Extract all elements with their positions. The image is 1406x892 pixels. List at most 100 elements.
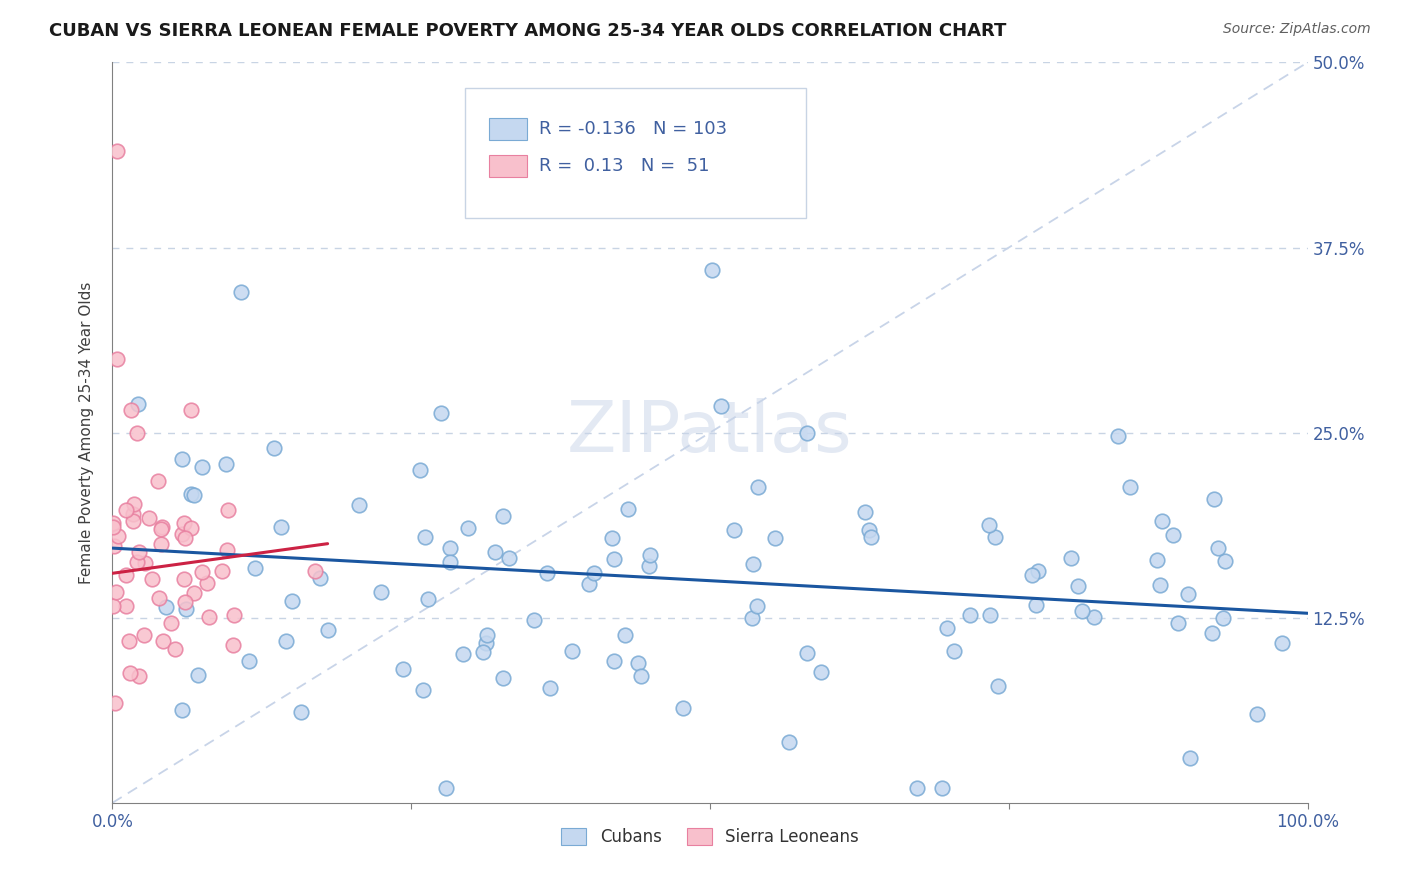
Point (638, 548, 661, 562)
Point (1177, 587, 1199, 601)
Bar (489, 155, 527, 178)
Point (134, 556, 156, 570)
Point (1070, 604, 1092, 618)
Point (115, 503, 138, 517)
Point (614, 628, 637, 642)
Point (538, 681, 561, 695)
Point (491, 508, 513, 523)
Point (796, 426, 818, 441)
Bar (489, 118, 527, 140)
Point (1026, 565, 1049, 579)
Point (600, 531, 623, 545)
Point (1021, 568, 1043, 582)
Point (1083, 609, 1105, 624)
Point (453, 647, 475, 661)
Point (439, 555, 461, 569)
Point (138, 511, 160, 525)
Point (1201, 625, 1223, 640)
Point (104, 696, 127, 710)
Point (1202, 491, 1225, 506)
Point (484, 544, 506, 558)
Point (148, 591, 170, 606)
Point (120, 402, 142, 417)
Point (905, 780, 928, 795)
Point (498, 550, 520, 565)
Point (217, 503, 239, 517)
Point (105, 145, 128, 159)
Point (434, 780, 457, 795)
Point (741, 611, 763, 625)
Point (765, 532, 787, 546)
Point (309, 571, 332, 585)
Point (853, 505, 876, 519)
Point (107, 529, 129, 543)
Point (155, 600, 177, 615)
Point (860, 531, 883, 545)
Point (1107, 428, 1129, 442)
Point (603, 654, 626, 668)
Point (392, 662, 415, 676)
Point (290, 705, 312, 719)
Point (603, 552, 626, 566)
Point (198, 609, 221, 624)
Point (959, 607, 981, 622)
Point (160, 616, 183, 631)
Point (412, 683, 434, 698)
Point (173, 595, 195, 609)
Point (125, 425, 148, 440)
Point (582, 566, 605, 580)
Point (149, 537, 172, 551)
Point (221, 638, 243, 652)
Text: R = -0.136   N = 103: R = -0.136 N = 103 (538, 120, 727, 138)
Point (942, 643, 965, 657)
Point (180, 521, 202, 535)
Point (672, 700, 695, 714)
Point (418, 592, 440, 607)
Point (492, 671, 515, 685)
Point (858, 523, 880, 537)
Point (152, 634, 174, 648)
Point (141, 572, 163, 586)
Point (723, 524, 745, 538)
Point (747, 480, 769, 494)
Text: R =  0.13   N =  51: R = 0.13 N = 51 (538, 157, 710, 175)
Point (103, 520, 125, 534)
Point (977, 518, 1000, 533)
Point (778, 734, 800, 748)
Point (122, 508, 145, 522)
Point (1060, 550, 1083, 565)
Point (316, 624, 339, 638)
Point (270, 519, 292, 533)
Text: ZIPatlas: ZIPatlas (567, 398, 853, 467)
Point (987, 679, 1010, 693)
Point (190, 566, 212, 580)
Point (229, 285, 252, 300)
Point (745, 599, 768, 613)
Y-axis label: Female Poverty Among 25-34 Year Olds: Female Poverty Among 25-34 Year Olds (79, 282, 94, 583)
Point (215, 543, 238, 558)
Legend: Cubans, Sierra Leoneans: Cubans, Sierra Leoneans (561, 828, 859, 847)
Point (105, 351, 128, 366)
Point (127, 397, 149, 411)
Point (710, 399, 733, 413)
Point (1246, 706, 1268, 721)
Point (173, 516, 195, 531)
Point (180, 402, 202, 417)
Point (523, 614, 546, 628)
Point (936, 621, 959, 635)
Point (637, 559, 659, 574)
Point (370, 585, 392, 599)
Point (741, 557, 763, 571)
Point (180, 487, 202, 501)
Point (979, 608, 1001, 623)
Point (149, 522, 172, 536)
Point (172, 703, 194, 717)
Point (536, 566, 558, 580)
Point (561, 644, 583, 658)
Point (617, 501, 640, 516)
Point (101, 599, 124, 614)
Point (630, 669, 652, 683)
FancyBboxPatch shape (465, 88, 806, 218)
Text: Source: ZipAtlas.com: Source: ZipAtlas.com (1223, 22, 1371, 37)
Point (238, 654, 260, 668)
